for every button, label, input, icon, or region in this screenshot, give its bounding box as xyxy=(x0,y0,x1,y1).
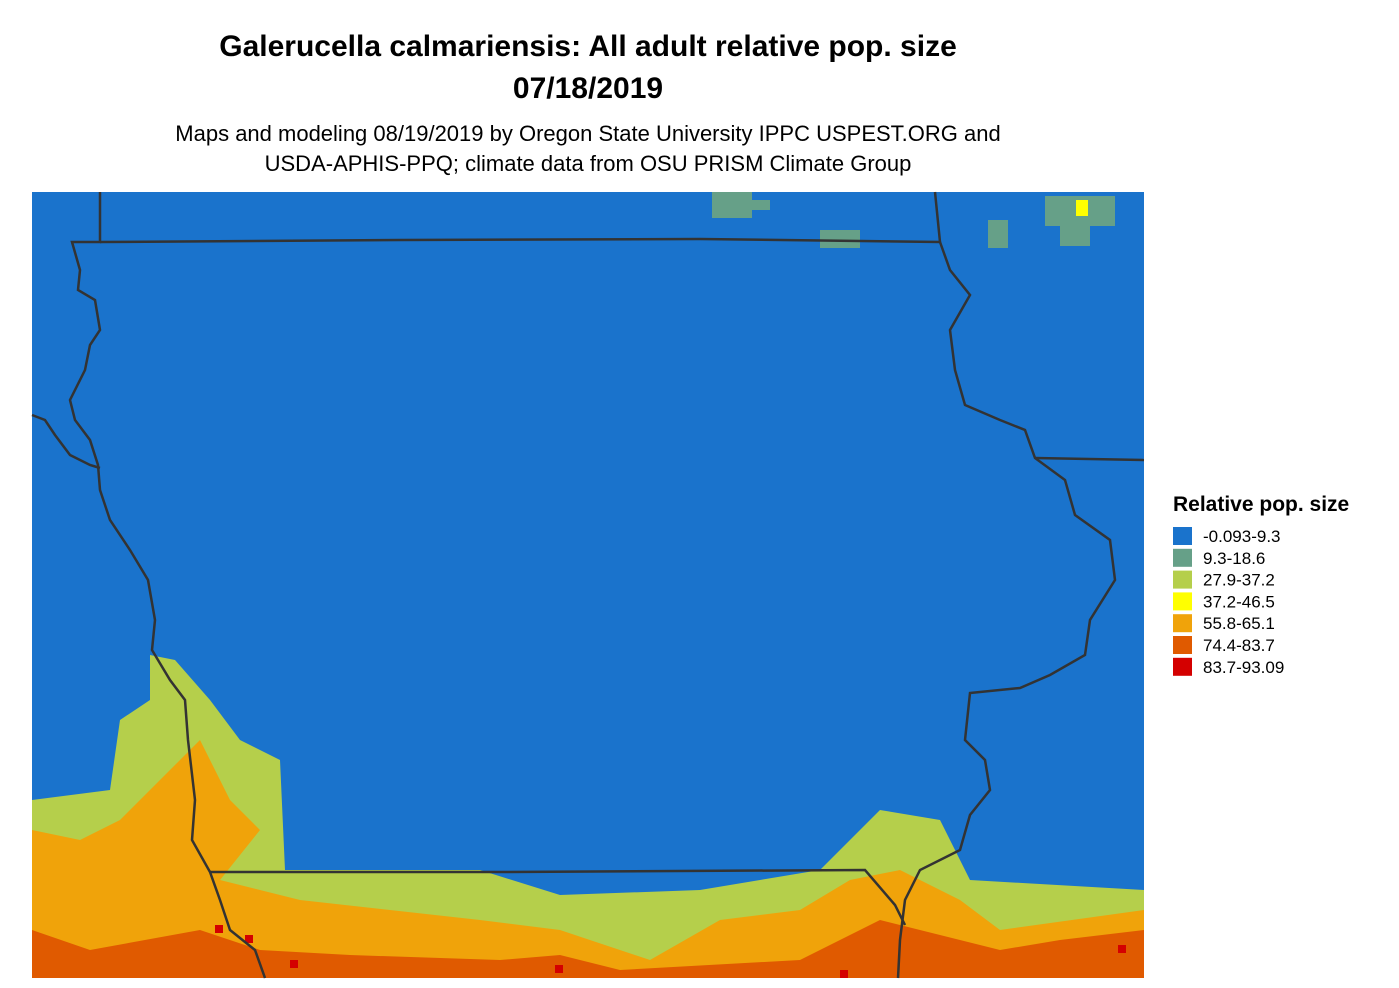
borders xyxy=(31,191,1145,979)
map-region xyxy=(988,220,1008,248)
title: 07/18/2019 xyxy=(513,72,663,105)
map-region xyxy=(1060,226,1090,246)
map-region xyxy=(712,192,752,218)
map-region xyxy=(32,740,1144,978)
legend-swatch xyxy=(1173,570,1192,589)
map xyxy=(32,192,1144,978)
legend-label: 83.7-93.09 xyxy=(1203,658,1284,677)
state-border xyxy=(68,192,267,979)
legend-swatch xyxy=(1173,548,1192,567)
map-region xyxy=(215,925,223,933)
map-region xyxy=(750,200,770,210)
legend: -0.093-9.3 9.3-18.6 27.9-37.2 37.2-46.5 55.8… xyxy=(1173,527,1284,677)
map-region xyxy=(820,230,860,248)
legend-label: 27.9-37.2 xyxy=(1203,571,1275,590)
map-region xyxy=(555,965,563,973)
legend-swatch xyxy=(1173,657,1192,676)
legend-swatch xyxy=(1173,592,1192,611)
map-region xyxy=(245,935,253,943)
map-region xyxy=(32,920,1144,978)
state-border xyxy=(31,413,101,470)
legend-swatch xyxy=(1173,527,1192,545)
legend-label: 74.4-83.7 xyxy=(1203,636,1275,655)
legend-label: 9.3-18.6 xyxy=(1203,549,1265,568)
map-region xyxy=(1118,945,1126,953)
legend-swatch xyxy=(1173,614,1192,633)
legend-title: Relative pop. size xyxy=(1173,493,1349,516)
map-region xyxy=(840,970,848,978)
title: Galerucella calmariensis: All adult rela… xyxy=(219,30,957,63)
legend-label: 55.8-65.1 xyxy=(1203,614,1275,633)
legend-swatch xyxy=(1173,636,1192,654)
state-border xyxy=(1034,456,1145,462)
map-region xyxy=(290,960,298,968)
state-border xyxy=(896,241,1117,979)
subtitle: USDA-APHIS-PPQ; climate data from OSU PR… xyxy=(265,151,912,176)
map-region xyxy=(1076,200,1088,216)
subtitle: Maps and modeling 08/19/2019 by Oregon S… xyxy=(175,121,1000,146)
legend-label: 37.2-46.5 xyxy=(1203,592,1275,611)
legend-label: -0.093-9.3 xyxy=(1203,527,1281,546)
state-border xyxy=(210,868,907,926)
state-border xyxy=(99,191,942,244)
